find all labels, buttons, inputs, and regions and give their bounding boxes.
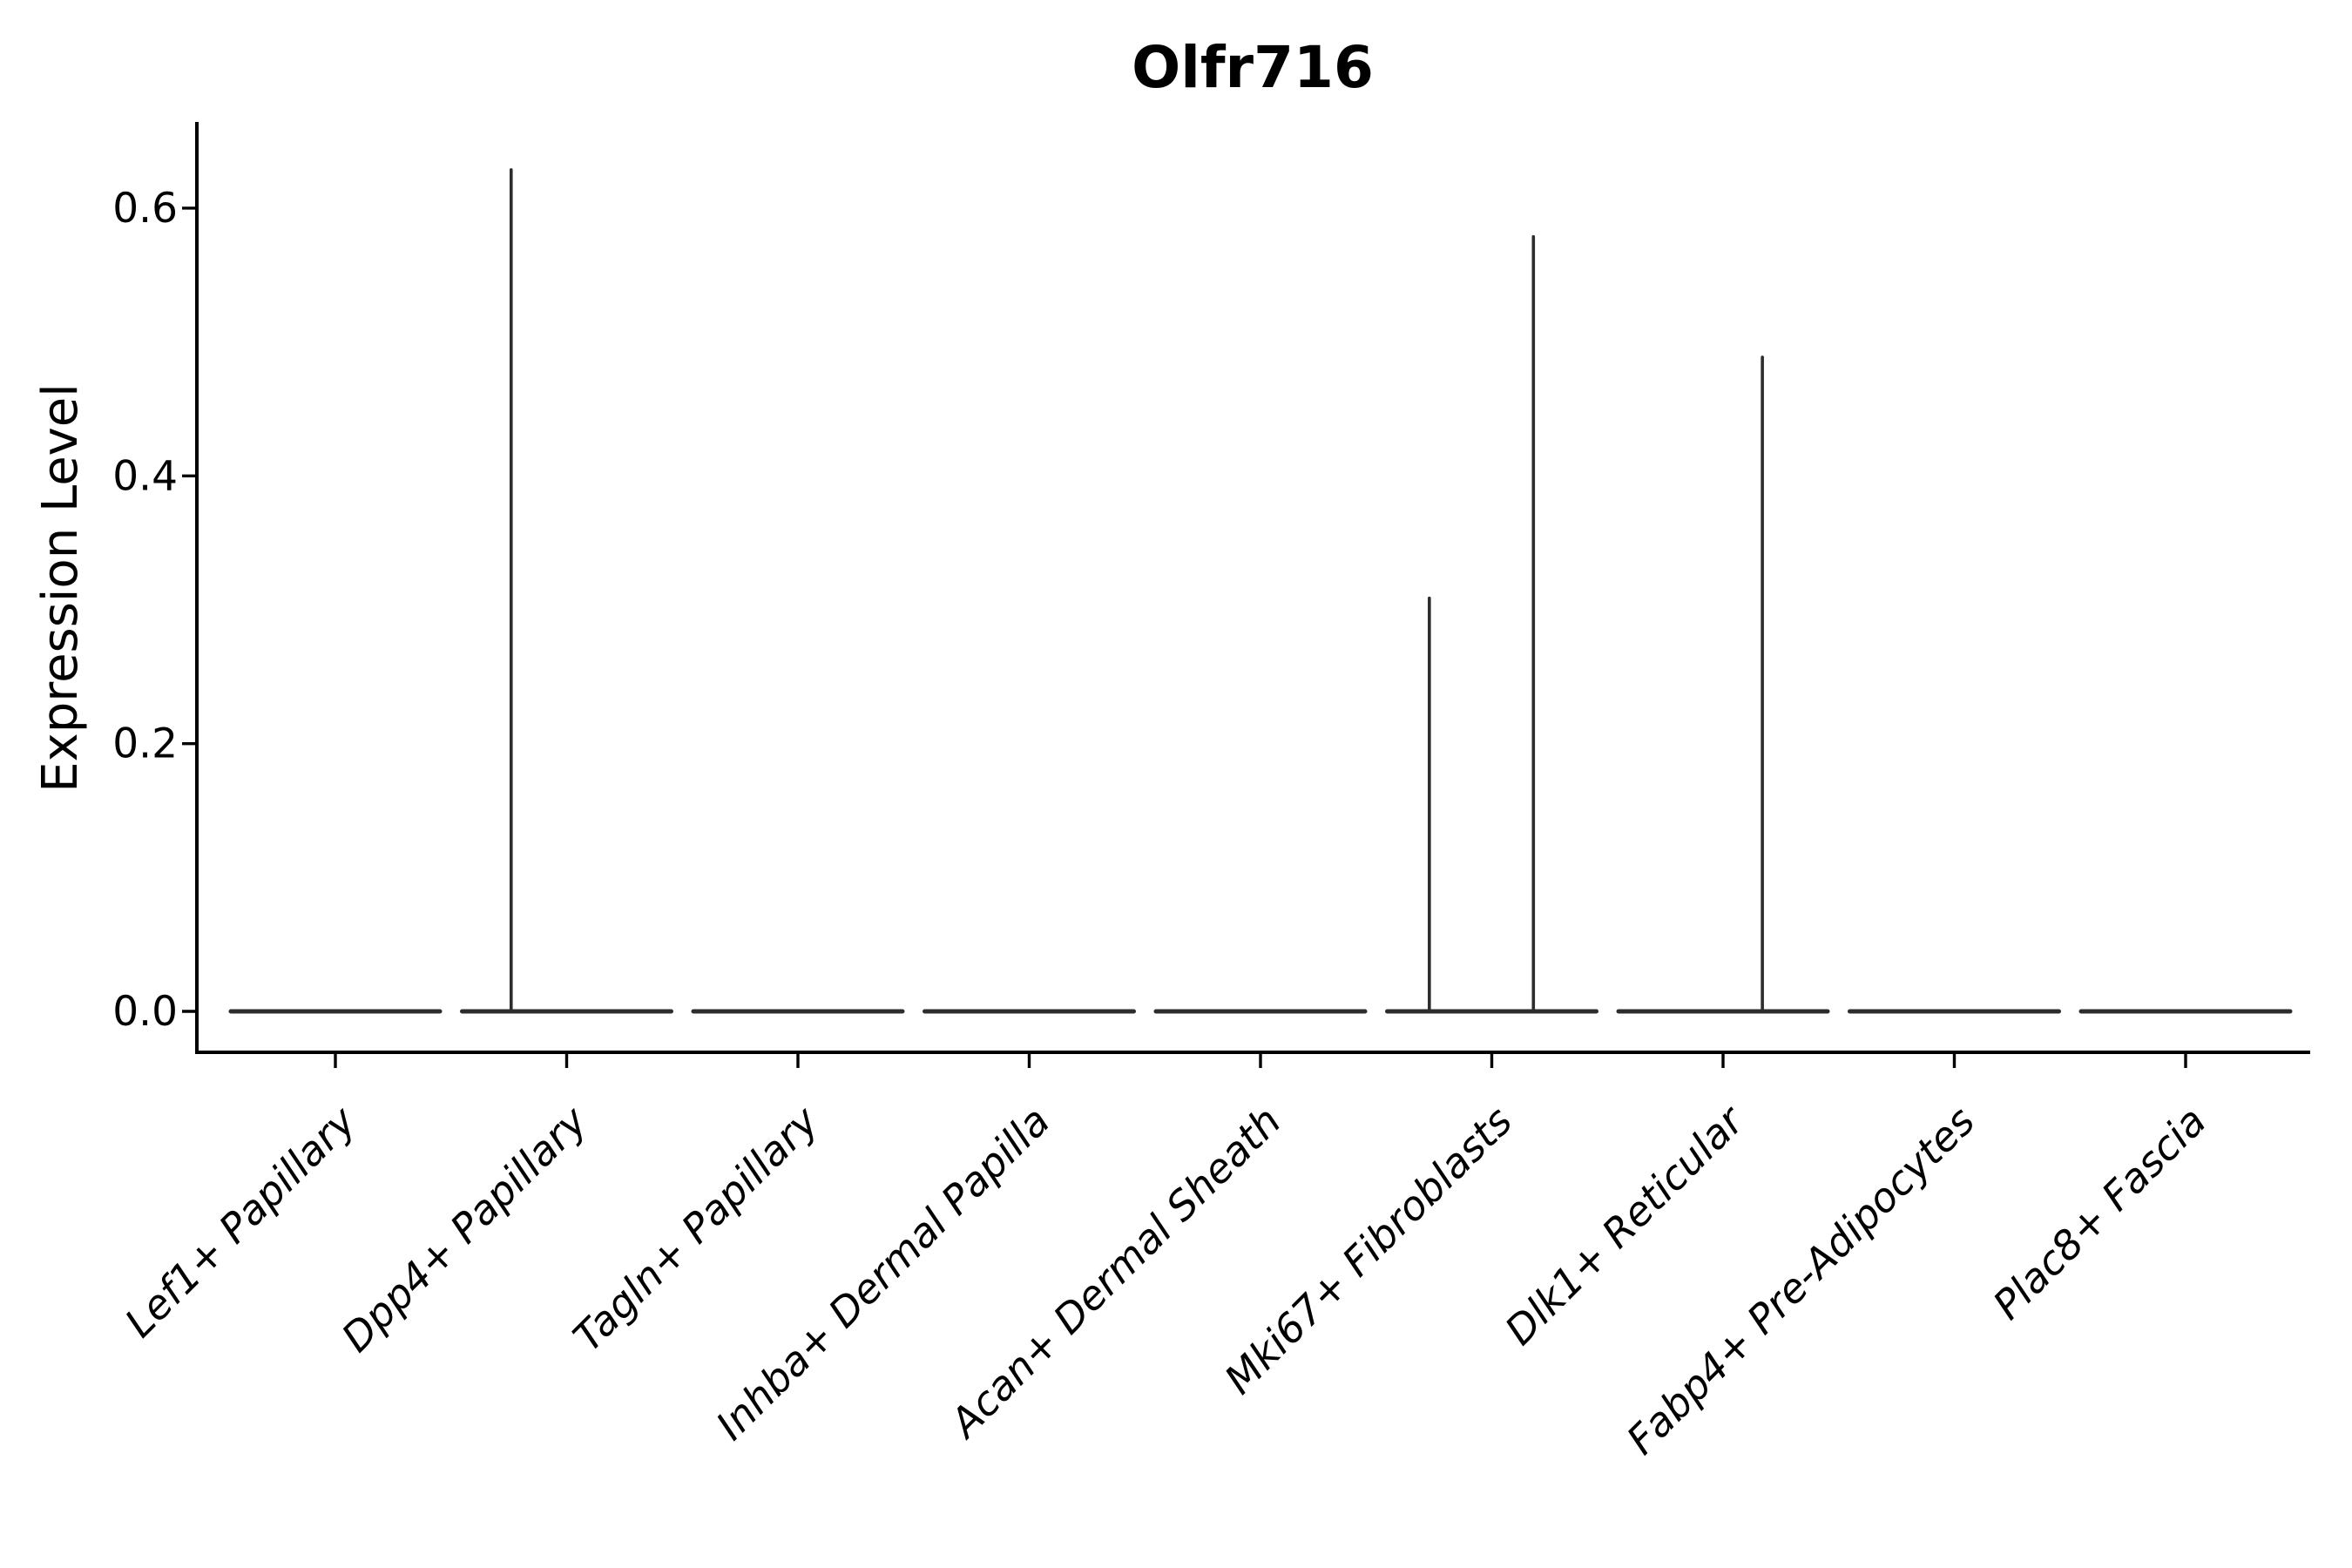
axes [195, 122, 2310, 1054]
violins [228, 168, 2293, 1014]
y-tick-label: 0.4 [112, 452, 178, 500]
violin [1616, 355, 1830, 1014]
y-tick-label: 0.6 [112, 185, 178, 233]
x-tick-label: Lef1+ Papillary [116, 1097, 365, 1346]
violin [460, 168, 673, 1014]
x-tick-label: Dpp4+ Papillary [333, 1097, 597, 1361]
violin [1385, 234, 1598, 1014]
y-axis-ticks: 0.0 0.2 0.4 0.6 [112, 185, 197, 1036]
x-tick-label: Tagln+ Papillary [564, 1097, 828, 1361]
x-tick-label: Plac8+ Fascia [1984, 1098, 2214, 1328]
y-tick-label: 0.2 [112, 720, 178, 768]
y-axis-label: Expression Level [32, 383, 89, 793]
y-tick-label: 0.0 [112, 988, 178, 1036]
x-tick-label: Dlk1+ Reticular [1496, 1095, 1754, 1354]
plot-title: Olfr716 [1132, 34, 1374, 101]
